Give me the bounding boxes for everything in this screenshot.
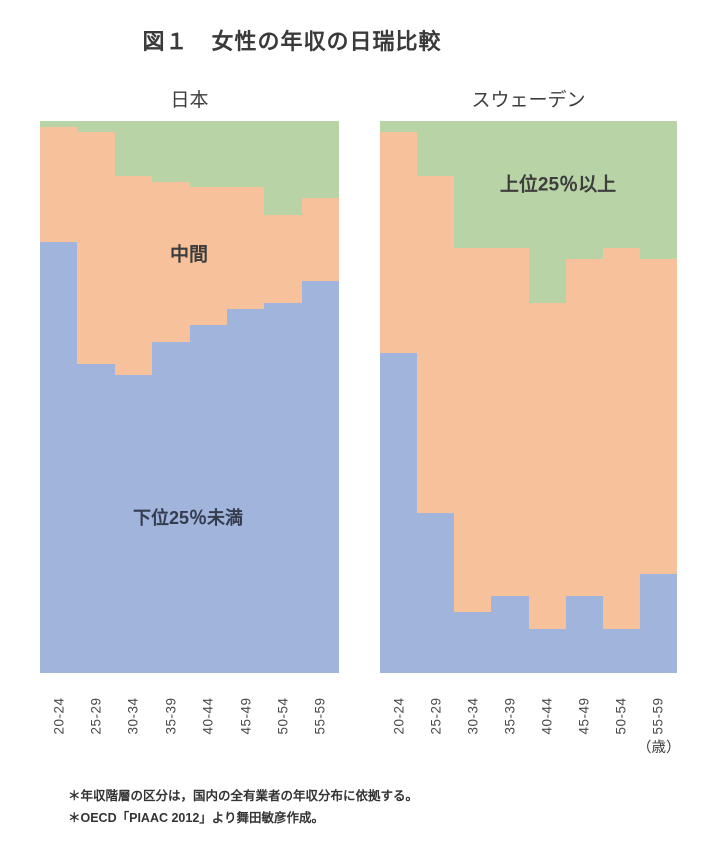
bar-segment [114,374,153,673]
x-tick-45-49: 45-49 [576,697,592,735]
panel-title-sweden: スウェーデン [471,90,586,111]
bar-segment [226,187,265,309]
bar-55-59 [639,121,677,673]
bar-segment [114,121,153,177]
x-tick-35-39: 35-39 [502,697,518,735]
bar-segment [264,121,302,215]
bar-segment [380,352,418,673]
x-tick-45-49: 45-49 [238,697,254,735]
bar-50-54 [264,121,302,673]
bar-segment [226,308,265,673]
figure-title: 図１ 女性の年収の日瑞比較 [142,29,442,54]
bar-segment [189,325,227,673]
bar-40-44 [528,121,566,673]
bar-segment [565,595,603,673]
bar-20-24 [380,121,418,673]
label-top-quartile: 上位25％以上 [499,174,617,196]
bar-segment [565,259,603,596]
bar-segment [380,132,418,353]
bar-30-34 [454,121,492,673]
bar-segment [528,303,566,629]
bar-segment [454,247,492,613]
bar-55-59 [301,121,339,673]
bar-25-29 [417,121,455,673]
bar-segment [77,132,115,364]
bar-25-29 [77,121,115,673]
bar-segment [301,281,339,673]
bar-30-34 [114,121,153,673]
bar-segment [152,121,190,182]
x-tick-55-59: 55-59 [312,697,328,735]
chart-japan [40,121,339,673]
bar-segment [602,247,640,629]
bar-segment [40,242,78,673]
bar-segment [152,341,190,673]
footnotes: ＊年収階層の区分は，国内の全有業者の年収分布に依拠する。 ＊OECD「PIAAC… [68,785,418,829]
bar-35-39 [491,121,529,673]
bar-50-54 [602,121,640,673]
x-tick-25-29: 25-29 [428,697,444,735]
label-bottom-quartile: 下位25％未満 [132,508,244,528]
bar-segment [454,121,492,248]
x-tick-40-44: 40-44 [200,697,216,735]
x-axis-sweden: 20-24 25-29 30-34 35-39 40-44 45-49 50-54 55-59 [380,680,677,752]
x-tick-50-54: 50-54 [275,697,291,735]
bar-segment [491,121,529,248]
bar-segment [77,363,115,673]
panel-title-japan: 日本 [170,90,209,111]
bar-segment [491,595,529,673]
x-tick-50-54: 50-54 [613,697,629,735]
bar-segment [189,187,227,326]
footnote-line-1: ＊年収階層の区分は，国内の全有業者の年収分布に依拠する。 [68,789,419,803]
label-middle-band: 中間 [169,244,209,266]
bar-segment [114,176,153,375]
bar-segment [417,176,455,513]
bar-segment [40,121,78,127]
bar-40-44 [189,121,227,673]
x-tick-30-34: 30-34 [465,697,481,735]
bar-segment [454,612,492,673]
bar-segment [565,121,603,259]
bar-segment [602,121,640,248]
bar-segment [528,121,566,304]
bar-segment [301,198,339,282]
bar-segment [264,214,302,304]
bar-segment [639,259,677,574]
bar-segment [528,628,566,673]
x-tick-35-39: 35-39 [163,697,179,735]
bar-segment [189,121,227,188]
bar-45-49 [226,121,265,673]
bar-segment [264,303,302,673]
bar-20-24 [40,121,78,673]
bar-segment [152,181,190,342]
bar-35-39 [152,121,190,673]
bar-segment [639,573,677,673]
x-tick-25-29: 25-29 [88,697,104,735]
chart-sweden [380,121,677,673]
x-tick-40-44: 40-44 [539,697,555,735]
footnote-line-2: ＊OECD「PIAAC 2012」より舞田敏彦作成。 [68,811,325,825]
bar-segment [417,121,455,177]
bar-segment [77,121,115,133]
x-axis-japan: 20-24 25-29 30-34 35-39 40-44 45-49 50-54 55-59 [40,680,339,752]
bar-segment [602,628,640,673]
bar-segment [417,512,455,673]
bar-segment [491,247,529,596]
x-tick-20-24: 20-24 [391,697,407,735]
bar-segment [226,121,265,188]
x-tick-30-34: 30-34 [125,697,141,735]
bar-45-49 [565,121,603,673]
axis-unit-label: （歳） [637,740,681,756]
bar-segment [639,121,677,259]
bar-segment [301,121,339,199]
bar-segment [40,126,78,243]
x-tick-20-24: 20-24 [51,697,67,735]
bar-segment [380,121,418,133]
